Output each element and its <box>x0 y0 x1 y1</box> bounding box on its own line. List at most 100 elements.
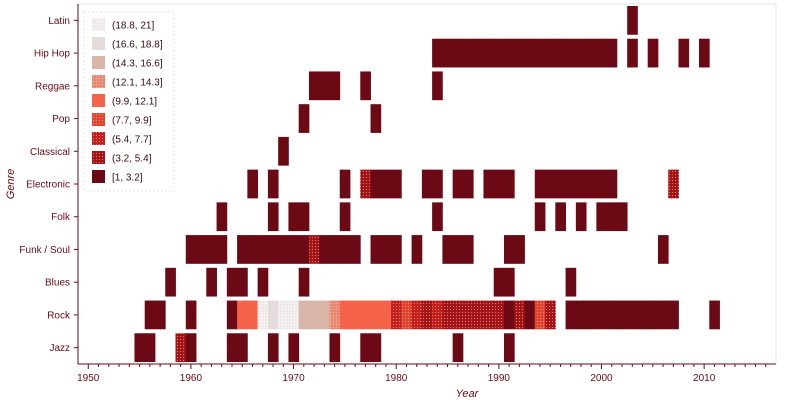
cell-funk-soul-1970 <box>288 235 300 264</box>
cell-rock-1982 <box>411 300 423 330</box>
legend-label: (16.6, 18.8] <box>112 40 163 51</box>
cell-folk-2001 <box>606 202 618 232</box>
cell-electronic-1989 <box>483 169 495 199</box>
cell-folk-1984 <box>432 202 443 232</box>
heatmap-cells <box>134 6 720 362</box>
legend-label: (18.8, 21] <box>112 21 154 32</box>
y-tick-label: Hip Hop <box>34 49 71 60</box>
cell-hip-hop-1994 <box>534 38 546 68</box>
cell-rock-1969 <box>278 300 289 330</box>
cell-electronic-2001 <box>606 169 618 199</box>
cell-folk-1970 <box>288 202 300 232</box>
cell-electronic-1984 <box>432 169 443 199</box>
cell-electronic-1998 <box>575 169 587 199</box>
cell-hip-hop-2000 <box>596 38 608 68</box>
cell-rock-2002 <box>616 300 628 330</box>
cell-electronic-1979 <box>380 169 392 199</box>
cell-rock-1973 <box>319 300 330 330</box>
cell-electronic-1994 <box>534 169 546 199</box>
cell-rock-1972 <box>308 300 320 330</box>
cell-rock-1992 <box>514 300 525 330</box>
cell-rock-1978 <box>370 300 382 330</box>
cell-electronic-1996 <box>555 169 566 199</box>
cell-hip-hop-1987 <box>462 38 474 68</box>
x-tick-label: 1990 <box>488 373 511 384</box>
cell-funk-soul-1992 <box>514 235 525 264</box>
cell-hip-hop-1990 <box>493 38 505 68</box>
legend-swatch <box>92 170 105 183</box>
cell-blues-1958 <box>165 267 176 297</box>
cell-rock-2000 <box>596 300 608 330</box>
cell-rock-2005 <box>647 300 659 330</box>
cell-funk-soul-1962 <box>206 235 217 264</box>
cell-rock-1990 <box>493 300 505 330</box>
y-tick-label: Funk / Soul <box>19 245 70 256</box>
cell-rock-1980 <box>391 300 402 330</box>
cell-rock-1987 <box>462 300 474 330</box>
cell-electronic-2000 <box>596 169 608 199</box>
x-tick-label: 2000 <box>590 373 613 384</box>
cell-funk-soul-1987 <box>462 235 474 264</box>
y-tick-label: Classical <box>30 147 70 158</box>
y-tick-label: Blues <box>45 278 70 289</box>
cell-hip-hop-1988 <box>473 38 484 68</box>
cell-jazz-1978 <box>370 333 382 362</box>
cell-reggae-1972 <box>308 71 320 101</box>
cell-jazz-1956 <box>144 333 156 362</box>
cell-rock-1991 <box>503 300 515 330</box>
cell-rock-1967 <box>257 300 269 330</box>
cell-rock-1971 <box>298 300 310 330</box>
cell-hip-hop-1997 <box>565 38 577 68</box>
cell-hip-hop-2003 <box>627 38 638 68</box>
cell-reggae-1973 <box>319 71 330 101</box>
cell-folk-1996 <box>555 202 566 232</box>
legend-swatch <box>92 37 105 50</box>
y-axis-title: Genre <box>5 169 17 200</box>
cell-funk-soul-1975 <box>339 235 351 264</box>
y-tick-label: Rock <box>47 310 71 321</box>
cell-hip-hop-1985 <box>442 38 454 68</box>
legend-label: (3.2, 5.4] <box>112 154 152 165</box>
cell-funk-soul-1966 <box>247 235 259 264</box>
cell-funk-soul-1974 <box>329 235 341 264</box>
legend-swatch <box>92 75 105 88</box>
cell-blues-1997 <box>565 267 577 297</box>
cell-folk-2000 <box>596 202 608 232</box>
cell-jazz-1960 <box>185 333 197 362</box>
x-tick-label: 1970 <box>282 373 305 384</box>
x-tick-label: 1950 <box>77 373 100 384</box>
cell-blues-1965 <box>237 267 248 297</box>
cell-funk-soul-1961 <box>196 235 207 264</box>
cell-folk-1998 <box>575 202 587 232</box>
cell-classical-1969 <box>278 136 289 166</box>
cell-electronic-1968 <box>267 169 279 199</box>
cell-pop-1971 <box>298 104 310 133</box>
x-tick-label: 2010 <box>693 373 716 384</box>
cell-funk-soul-2006 <box>657 235 669 264</box>
cell-hip-hop-1992 <box>514 38 525 68</box>
cell-funk-soul-1967 <box>257 235 269 264</box>
cell-rock-1997 <box>565 300 577 330</box>
cell-electronic-1999 <box>586 169 597 199</box>
cell-rock-1983 <box>421 300 433 330</box>
cell-electronic-1977 <box>360 169 371 199</box>
cell-folk-1963 <box>216 202 228 232</box>
cell-funk-soul-1960 <box>185 235 197 264</box>
legend-label: (7.7, 9.9] <box>112 116 152 127</box>
cell-jazz-1977 <box>360 333 371 362</box>
cell-rock-1979 <box>380 300 392 330</box>
cell-hip-hop-2010 <box>699 38 710 68</box>
legend-label: (5.4, 7.7] <box>112 135 152 146</box>
cell-reggae-1977 <box>360 71 371 101</box>
cell-rock-1975 <box>339 300 351 330</box>
cell-folk-1968 <box>267 202 279 232</box>
cell-jazz-1968 <box>267 333 279 362</box>
cell-reggae-1984 <box>432 71 443 101</box>
y-tick-label: Electronic <box>26 180 70 191</box>
cell-funk-soul-1985 <box>442 235 454 264</box>
cell-funk-soul-1971 <box>298 235 310 264</box>
cell-funk-soul-1980 <box>391 235 402 264</box>
cell-blues-1962 <box>206 267 217 297</box>
